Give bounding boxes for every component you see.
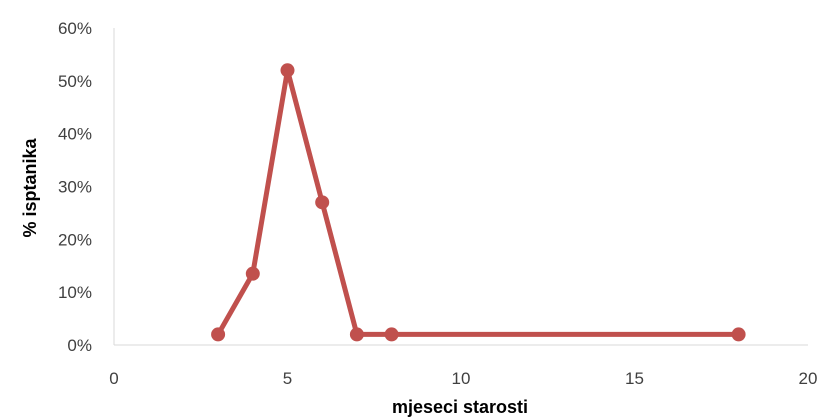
x-tick-label: 10	[452, 369, 471, 388]
data-point	[211, 327, 226, 342]
tick-labels: 0% 10% 20% 30% 40% 50% 60% 0 5 10 15 20	[58, 19, 817, 388]
data-point	[280, 63, 295, 78]
y-tick-label: 40%	[58, 125, 92, 144]
y-tick-label: 0%	[67, 336, 92, 355]
data-point	[384, 327, 399, 342]
y-tick-label: 50%	[58, 72, 92, 91]
x-axis-title: mjeseci starosti	[392, 397, 528, 417]
y-tick-label: 60%	[58, 19, 92, 38]
y-tick-label: 20%	[58, 230, 92, 249]
y-axis-title: % isptanika	[20, 137, 40, 237]
x-tick-label: 15	[625, 369, 644, 388]
series	[211, 63, 746, 342]
y-tick-label: 10%	[58, 283, 92, 302]
axes	[113, 28, 808, 346]
data-point	[349, 327, 364, 342]
x-tick-label: 20	[799, 369, 818, 388]
y-tick-label: 30%	[58, 178, 92, 197]
data-point	[315, 195, 330, 210]
x-tick-label: 0	[109, 369, 118, 388]
x-tick-label: 5	[283, 369, 292, 388]
series-line	[215, 67, 742, 337]
data-point	[245, 266, 260, 281]
data-point	[731, 327, 746, 342]
